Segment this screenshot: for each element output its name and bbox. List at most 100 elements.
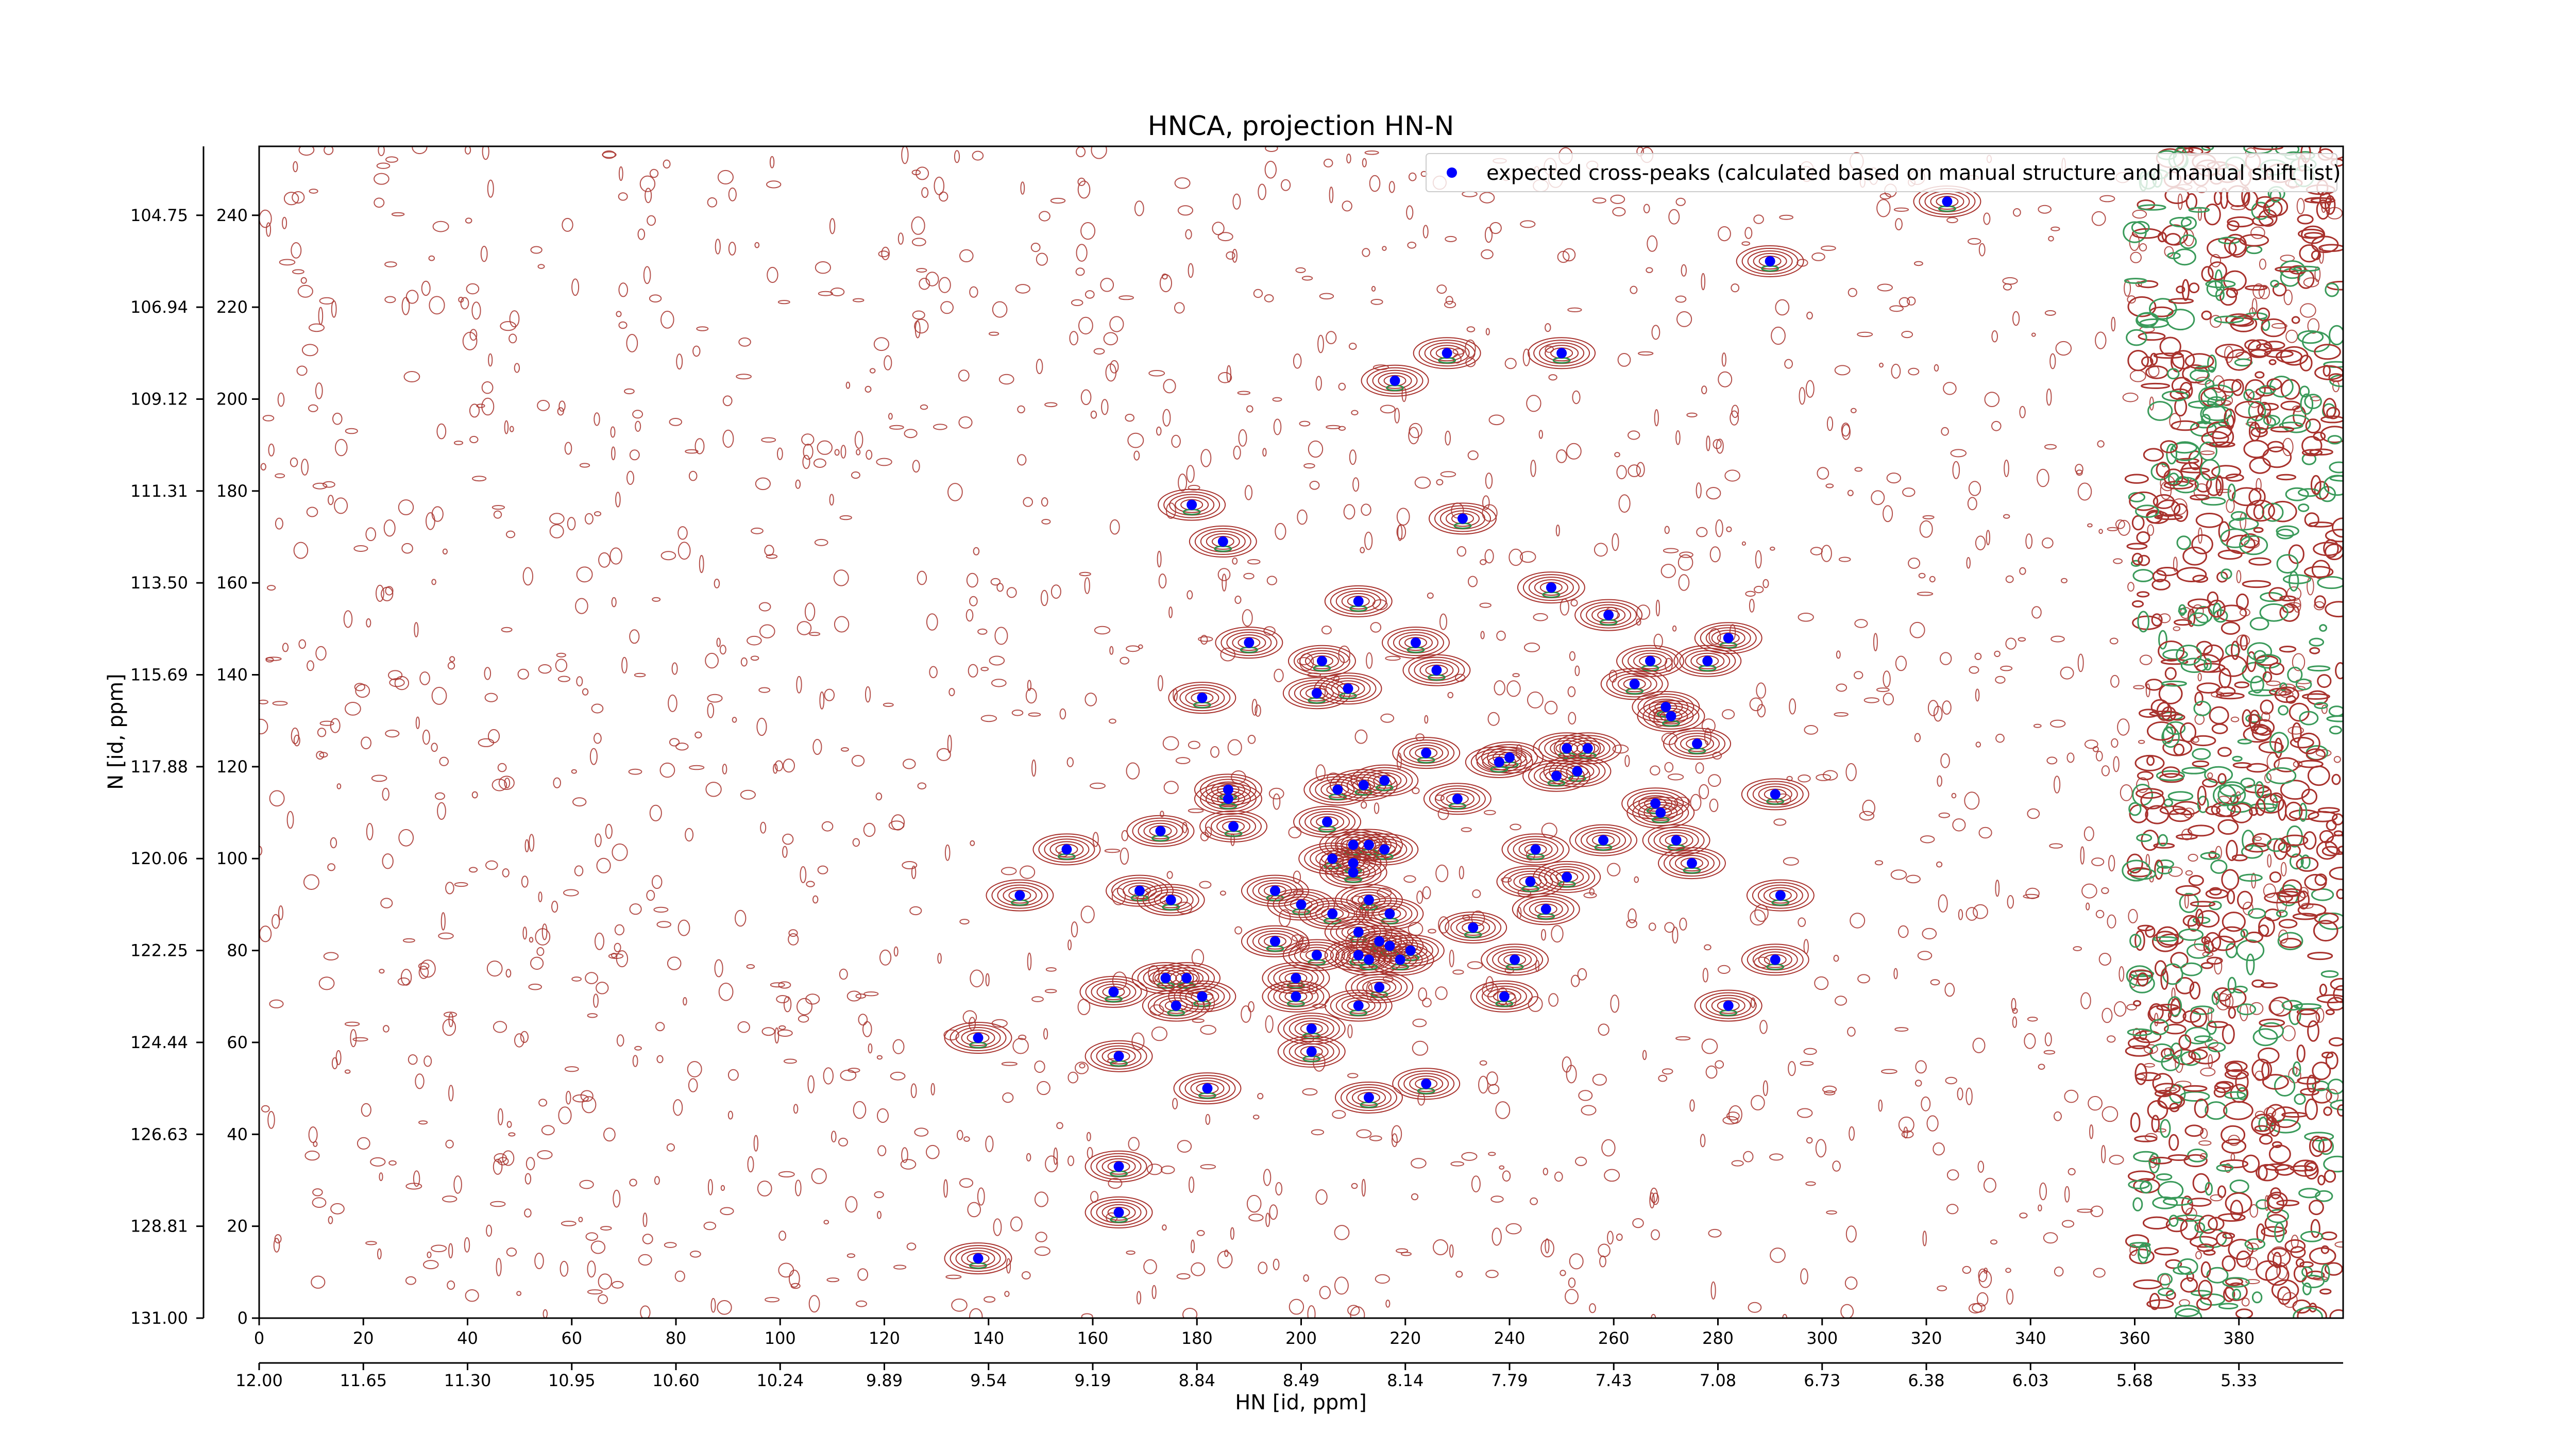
noise-contour	[897, 232, 904, 245]
peak-contour	[1586, 832, 1621, 849]
edge-contour	[2217, 549, 2243, 560]
noise-contour	[1871, 490, 1885, 506]
edge-contour	[2178, 928, 2204, 941]
edge-contour	[2167, 791, 2194, 801]
edge-contour	[2320, 1231, 2337, 1241]
noise-contour	[1126, 1250, 1136, 1255]
noise-contour	[487, 729, 500, 744]
noise-contour	[1071, 921, 1078, 938]
peak-contour	[1559, 735, 1616, 762]
cross-peak	[1223, 794, 1233, 804]
peak-contour	[1539, 767, 1574, 784]
noise-contour	[580, 1090, 594, 1102]
peak-contour	[1496, 865, 1565, 898]
noise-contour	[990, 578, 1001, 586]
noise-contour	[645, 188, 652, 204]
noise-contour	[335, 439, 348, 457]
noise-contour	[1352, 477, 1360, 492]
noise-contour	[328, 1216, 333, 1224]
edge-contour	[2197, 796, 2209, 813]
noise-contour	[541, 1125, 555, 1136]
noise-contour	[1461, 827, 1472, 832]
peak-contour	[1143, 822, 1178, 839]
noise-contour	[353, 545, 368, 552]
noise-contour	[1894, 1027, 1909, 1032]
noise-contour	[1487, 712, 1500, 726]
edge-contour	[2124, 474, 2149, 484]
edge-contour	[2188, 875, 2204, 886]
noise-contour	[1438, 916, 1450, 934]
peak-contour	[1096, 983, 1131, 1000]
noise-contour	[1001, 867, 1017, 875]
noise-contour	[1162, 409, 1171, 427]
edge-contour	[2242, 709, 2252, 728]
noise-contour	[1571, 974, 1580, 987]
noise-contour	[2038, 1064, 2045, 1070]
peak-contour	[1487, 988, 1521, 1005]
noise-contour	[1708, 774, 1721, 787]
noise-contour	[2240, 512, 2247, 531]
peak-contour	[1517, 896, 1574, 923]
noise-contour	[1857, 331, 1873, 338]
noise-contour	[1411, 1158, 1427, 1169]
noise-contour	[1347, 1305, 1360, 1316]
noise-contour	[1176, 1273, 1191, 1279]
edge-contour	[2217, 773, 2227, 785]
noise-contour	[2202, 951, 2214, 957]
x-tick-label: 260	[1598, 1328, 1630, 1348]
cross-peak	[1311, 688, 1322, 699]
edge-contour	[2250, 676, 2264, 694]
noise-contour	[1459, 866, 1464, 880]
noise-contour	[2198, 207, 2202, 221]
noise-contour	[876, 458, 892, 466]
noise-contour	[865, 686, 871, 703]
noise-contour	[306, 507, 318, 517]
peak-contour	[1694, 622, 1762, 654]
noise-contour	[796, 676, 802, 694]
noise-contour	[509, 426, 514, 432]
edge-contour	[2243, 190, 2259, 211]
cross-peak	[1494, 756, 1504, 767]
peak-contour	[1501, 833, 1570, 866]
noise-contour	[312, 1197, 327, 1208]
edge-contour	[2265, 1104, 2286, 1123]
noise-contour	[937, 748, 951, 761]
noise-contour	[939, 191, 948, 202]
edge-contour	[2201, 266, 2214, 282]
edge-contour	[2176, 834, 2198, 840]
noise-contour	[1706, 487, 1721, 500]
noise-contour	[2124, 280, 2131, 297]
edge-contour	[2274, 737, 2283, 759]
cross-peak	[1348, 839, 1359, 850]
noise-contour	[1037, 1081, 1050, 1096]
noise-contour	[1770, 1248, 1786, 1263]
noise-contour	[389, 678, 405, 687]
edge-contour	[2166, 443, 2178, 465]
noise-contour	[806, 881, 815, 887]
noise-contour	[719, 645, 726, 655]
edge-contour	[2153, 494, 2175, 509]
noise-contour	[2102, 1007, 2113, 1023]
noise-contour	[1677, 554, 1693, 571]
noise-contour	[1648, 922, 1656, 931]
noise-contour	[933, 424, 947, 430]
edge-contour	[2272, 282, 2287, 297]
noise-contour	[381, 586, 394, 601]
noise-contour	[1232, 557, 1238, 565]
edge-contour	[2181, 279, 2190, 301]
noise-contour	[1077, 180, 1091, 199]
noise-contour	[1942, 700, 1952, 715]
peak-contour	[1398, 1070, 1455, 1098]
noise-contour	[1031, 996, 1044, 1002]
noise-contour	[1326, 425, 1341, 429]
edge-contour	[2259, 603, 2289, 622]
edge-contour	[2160, 659, 2189, 665]
cross-peak	[1343, 683, 1353, 694]
noise-contour	[1901, 331, 1913, 339]
noise-contour	[1800, 1268, 1808, 1285]
noise-contour	[400, 969, 412, 986]
edge-contour	[2308, 521, 2333, 528]
edge-contour	[2226, 288, 2238, 298]
edge-contour	[2243, 726, 2272, 743]
noise-contour	[1456, 546, 1467, 557]
